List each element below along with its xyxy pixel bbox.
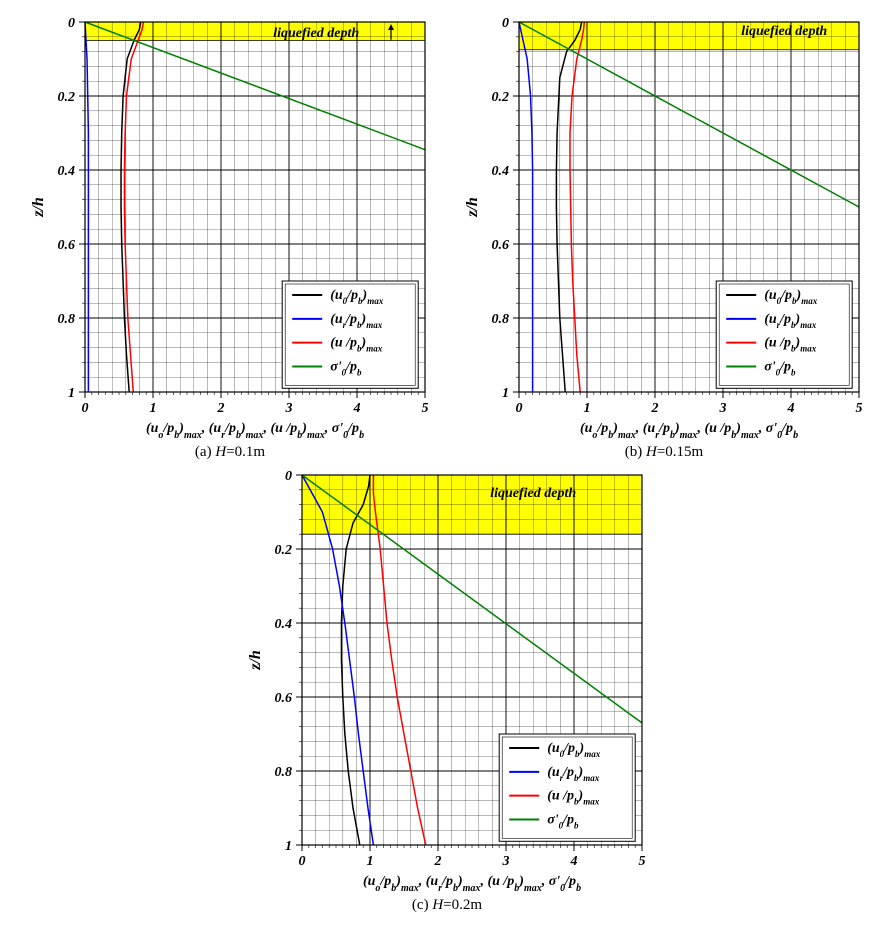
svg-text:liquefied depth: liquefied depth — [490, 486, 576, 501]
figure-grid: 01234500.20.40.60.81z/h(uo/pb)max, (ur/p… — [10, 10, 884, 916]
svg-text:1: 1 — [285, 839, 292, 854]
svg-text:0: 0 — [299, 854, 306, 869]
svg-text:0.8: 0.8 — [492, 312, 510, 327]
series-ur — [519, 22, 533, 392]
svg-text:1: 1 — [150, 401, 157, 416]
svg-text:1: 1 — [68, 386, 75, 401]
svg-text:5: 5 — [422, 401, 429, 416]
series-u — [570, 22, 584, 392]
svg-text:0.2: 0.2 — [492, 90, 510, 105]
svg-text:4: 4 — [570, 854, 578, 869]
svg-text:4: 4 — [353, 401, 361, 416]
svg-text:3: 3 — [285, 401, 293, 416]
svg-text:0.2: 0.2 — [58, 90, 76, 105]
svg-text:0.8: 0.8 — [275, 765, 293, 780]
svg-text:0.4: 0.4 — [275, 617, 293, 632]
svg-text:2: 2 — [651, 401, 659, 416]
chart-panel-a: 01234500.20.40.60.81z/h(uo/pb)max, (ur/p… — [15, 12, 445, 461]
svg-text:0: 0 — [502, 16, 509, 31]
svg-text:5: 5 — [856, 401, 863, 416]
svg-text:liquefied depth: liquefied depth — [741, 24, 827, 39]
svg-text:3: 3 — [719, 401, 727, 416]
chart-panel-c: 01234500.20.40.60.81z/h(uo/pb)max, (ur/p… — [232, 465, 662, 914]
svg-text:z/h: z/h — [30, 197, 47, 218]
svg-text:3: 3 — [502, 854, 510, 869]
chart-panel-b: 01234500.20.40.60.81z/h(uo/pb)max, (ur/p… — [449, 12, 879, 461]
panel-caption-a: (a) H=0.1m — [195, 444, 265, 461]
svg-text:(uo/pb)max, (ur/pb)max, (u /pb: (uo/pb)max, (ur/pb)max, (u /pb)max, σ'0/… — [146, 421, 364, 441]
svg-text:0: 0 — [68, 16, 75, 31]
svg-text:liquefied depth: liquefied depth — [273, 26, 359, 41]
svg-text:0.2: 0.2 — [275, 543, 293, 558]
svg-text:0: 0 — [285, 469, 292, 484]
svg-text:0.4: 0.4 — [492, 164, 510, 179]
svg-text:(uo/pb)max, (ur/pb)max, (u /pb: (uo/pb)max, (ur/pb)max, (u /pb)max, σ'0/… — [363, 874, 581, 894]
svg-text:z/h: z/h — [247, 650, 264, 671]
svg-text:(uo/pb)max, (ur/pb)max, (u /pb: (uo/pb)max, (ur/pb)max, (u /pb)max, σ'0/… — [580, 421, 798, 441]
svg-text:2: 2 — [217, 401, 225, 416]
svg-text:2: 2 — [434, 854, 442, 869]
svg-text:1: 1 — [502, 386, 509, 401]
panel-caption-c: (c) H=0.2m — [412, 897, 482, 914]
series-u — [124, 22, 143, 392]
svg-text:5: 5 — [639, 854, 646, 869]
svg-text:z/h: z/h — [464, 197, 481, 218]
svg-text:0.8: 0.8 — [58, 312, 76, 327]
svg-text:0: 0 — [82, 401, 89, 416]
svg-text:0.6: 0.6 — [275, 691, 293, 706]
svg-text:0.4: 0.4 — [58, 164, 76, 179]
svg-text:0.6: 0.6 — [492, 238, 510, 253]
series-sigma — [85, 22, 425, 150]
svg-text:0: 0 — [516, 401, 523, 416]
svg-text:1: 1 — [367, 854, 374, 869]
svg-text:4: 4 — [787, 401, 795, 416]
series-u0 — [556, 22, 581, 392]
svg-text:1: 1 — [584, 401, 591, 416]
svg-text:0.6: 0.6 — [58, 238, 76, 253]
panel-caption-b: (b) H=0.15m — [625, 444, 703, 461]
